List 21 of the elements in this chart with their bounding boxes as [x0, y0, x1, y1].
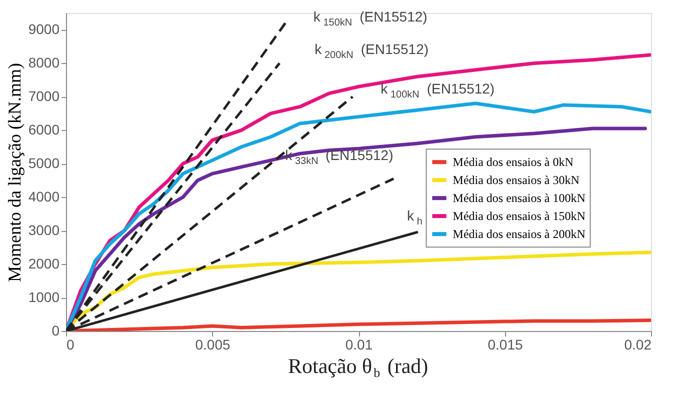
y-tick-label: 8000: [28, 54, 60, 71]
y-tick-label: 5000: [28, 155, 60, 172]
x-tick-label: 0.01: [345, 336, 373, 352]
y-tick-label: 4000: [28, 188, 60, 205]
y-tick-label: 1000: [28, 289, 60, 306]
x-tick-label: 0.005: [195, 336, 230, 352]
legend-label: Média dos ensaios à 0kN: [452, 155, 574, 170]
legend-label: Média dos ensaios à 200kN: [452, 227, 586, 242]
y-tick-label: 3000: [28, 222, 60, 238]
legend-label: Média dos ensaios à 100kN: [452, 191, 586, 206]
legend-label: Média dos ensaios à 150kN: [452, 209, 586, 224]
legend-label: Média dos ensaios à 30kN: [452, 173, 580, 188]
y-tick-label: 9000: [28, 21, 60, 38]
x-tick-label: 0: [66, 336, 74, 352]
y-tick-label: 2000: [28, 256, 60, 272]
x-tick-label: 0.015: [488, 336, 523, 352]
y-tick-label: 0: [52, 322, 60, 338]
y-tick-label: 7000: [28, 88, 60, 104]
x-tick-label: 0.02: [624, 336, 652, 352]
y-axis-title: Momento da ligação (kN.mm): [4, 63, 24, 282]
y-tick-label: 6000: [28, 122, 60, 138]
